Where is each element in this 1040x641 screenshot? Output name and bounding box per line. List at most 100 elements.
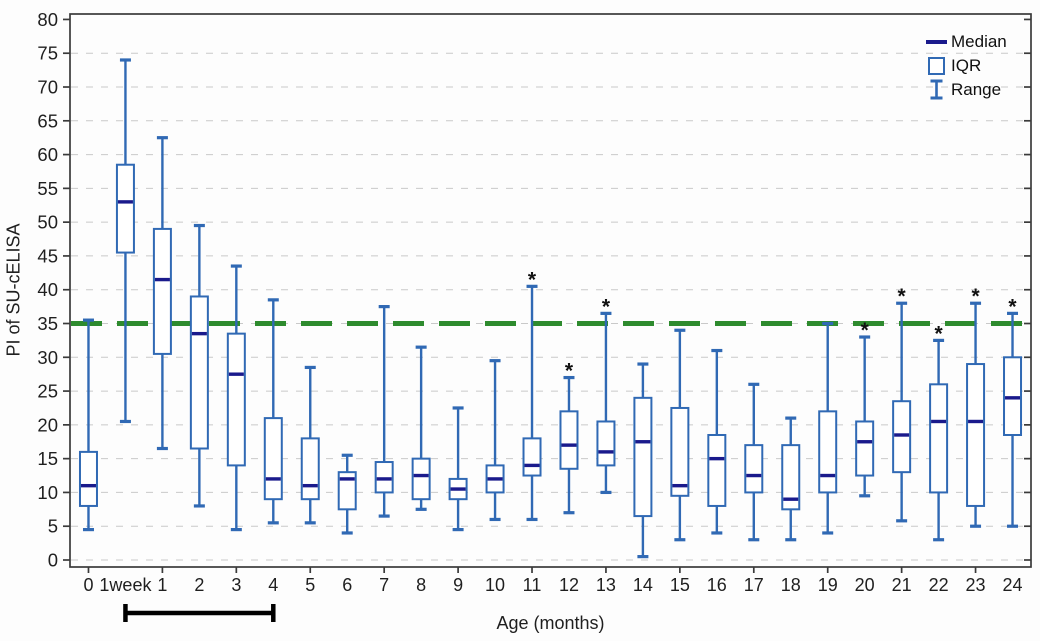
iqr-box <box>152 227 172 355</box>
y-tick-label-50: 50 <box>37 212 58 233</box>
y-tick-label-35: 35 <box>37 313 58 334</box>
iqr-box <box>559 410 579 470</box>
legend-entry-median: Median <box>921 31 1007 52</box>
y-tick-label-60: 60 <box>37 144 58 165</box>
box-age-24: * <box>1003 295 1023 528</box>
iqr-box <box>818 410 838 494</box>
significance-star-11: * <box>528 268 537 291</box>
y-tick-label-70: 70 <box>37 77 58 98</box>
box-age-7 <box>374 305 394 518</box>
significance-star-13: * <box>602 295 611 318</box>
x-axis-title: Age (months) <box>496 613 605 633</box>
iqr-box <box>633 396 653 518</box>
y-tick-label-45: 45 <box>37 245 58 266</box>
box-age-21: * <box>892 285 912 523</box>
iqr-box <box>115 163 135 254</box>
x-tick-label-12: 12 <box>559 575 579 595</box>
x-tick-label-17: 17 <box>744 575 764 595</box>
significance-star-12: * <box>565 360 574 383</box>
x-tick-label-23: 23 <box>966 575 986 595</box>
iqr-box <box>670 406 690 497</box>
iqr-box <box>707 433 727 507</box>
y-tick-label-20: 20 <box>37 414 58 435</box>
x-tick-label-3: 3 <box>231 575 241 595</box>
legend-label-range: Range <box>951 79 1002 99</box>
x-tick-label-11: 11 <box>523 575 542 595</box>
x-tick-label-13: 13 <box>596 575 616 595</box>
iqr-box <box>189 295 209 450</box>
iqr-box-icon <box>927 56 945 75</box>
y-tick-label-80: 80 <box>37 9 58 30</box>
y-tick-label-10: 10 <box>37 482 58 503</box>
box-age-1 <box>152 136 172 451</box>
box-age-4 <box>263 298 283 525</box>
x-tick-label-2: 2 <box>194 575 204 595</box>
x-tick-label-1week: 1week <box>99 575 152 595</box>
significance-star-23: * <box>971 285 980 308</box>
legend-label-median: Median <box>951 31 1007 51</box>
y-tick-label-30: 30 <box>37 347 58 368</box>
x-tick-label-16: 16 <box>707 575 727 595</box>
box-age-17 <box>744 382 764 542</box>
box-age-10 <box>485 359 505 522</box>
iqr-box <box>411 457 431 501</box>
iqr-box <box>781 444 801 511</box>
gridlines <box>71 52 1030 561</box>
box-age-23: * <box>966 285 986 528</box>
box-age-13: * <box>596 295 616 495</box>
x-tick-label-5: 5 <box>305 575 315 595</box>
x-tick-label-21: 21 <box>892 575 912 595</box>
box-age-18 <box>781 416 801 542</box>
legend: Median IQR Range <box>921 31 1007 100</box>
x-tick-label-20: 20 <box>855 575 875 595</box>
iqr-box <box>78 450 98 507</box>
box-age-16 <box>707 348 727 535</box>
y-tick-label-5: 5 <box>48 516 58 537</box>
box-age-15 <box>670 328 690 542</box>
box-age-19 <box>818 321 838 535</box>
box-age-8 <box>411 345 431 511</box>
y-tick-label-65: 65 <box>37 110 58 131</box>
legend-label-iqr: IQR <box>951 55 982 75</box>
iqr-box <box>966 363 986 507</box>
y-tick-label-15: 15 <box>37 448 58 469</box>
x-tick-label-22: 22 <box>929 575 949 595</box>
range-whisker-icon <box>930 79 942 100</box>
iqr-box <box>929 383 949 494</box>
significance-star-24: * <box>1008 295 1017 318</box>
significance-star-21: * <box>898 285 907 308</box>
box-age-1week <box>115 58 135 424</box>
box-age-5 <box>300 365 320 525</box>
box-age-3 <box>226 264 246 532</box>
y-axis-title: PI of SU-cELISA <box>3 223 24 357</box>
x-tick-label-4: 4 <box>268 575 278 595</box>
x-tick-label-24: 24 <box>1003 575 1023 595</box>
iqr-box <box>226 332 246 467</box>
y-tick-label-40: 40 <box>37 279 58 300</box>
box-age-2 <box>189 223 209 508</box>
x-tick-label-9: 9 <box>453 575 463 595</box>
x-tick-label-1: 1 <box>157 575 167 595</box>
y-tick-label-75: 75 <box>37 43 58 64</box>
legend-entry-range: Range <box>921 79 1007 100</box>
y-tick-label-55: 55 <box>37 178 58 199</box>
iqr-box <box>744 444 764 494</box>
box-age-22: * <box>929 322 949 542</box>
age-range-bracket <box>123 604 276 622</box>
box-age-6 <box>337 453 357 535</box>
legend-entry-iqr: IQR <box>921 55 1007 76</box>
plot-frame <box>69 13 1032 568</box>
x-axis: 0 1week 1 2 3 4 5 6 7 8 9 10 11 12 13 14 15 16 17 18 19 20 21 2… <box>83 567 1023 595</box>
y-axis: 0 5 10 15 20 25 30 35 40 45 50 55 60 65 70 75 80 <box>37 9 1031 571</box>
significance-star-22: * <box>935 322 944 345</box>
significance-star-20: * <box>861 319 870 342</box>
y-tick-label-0: 0 <box>48 550 58 571</box>
x-tick-label-18: 18 <box>781 575 801 595</box>
box-age-11: * <box>522 268 542 522</box>
x-tick-label-19: 19 <box>818 575 838 595</box>
x-tick-label-15: 15 <box>670 575 690 595</box>
box-age-14 <box>633 362 653 559</box>
box-age-20: * <box>855 319 875 498</box>
x-tick-label-7: 7 <box>379 575 389 595</box>
